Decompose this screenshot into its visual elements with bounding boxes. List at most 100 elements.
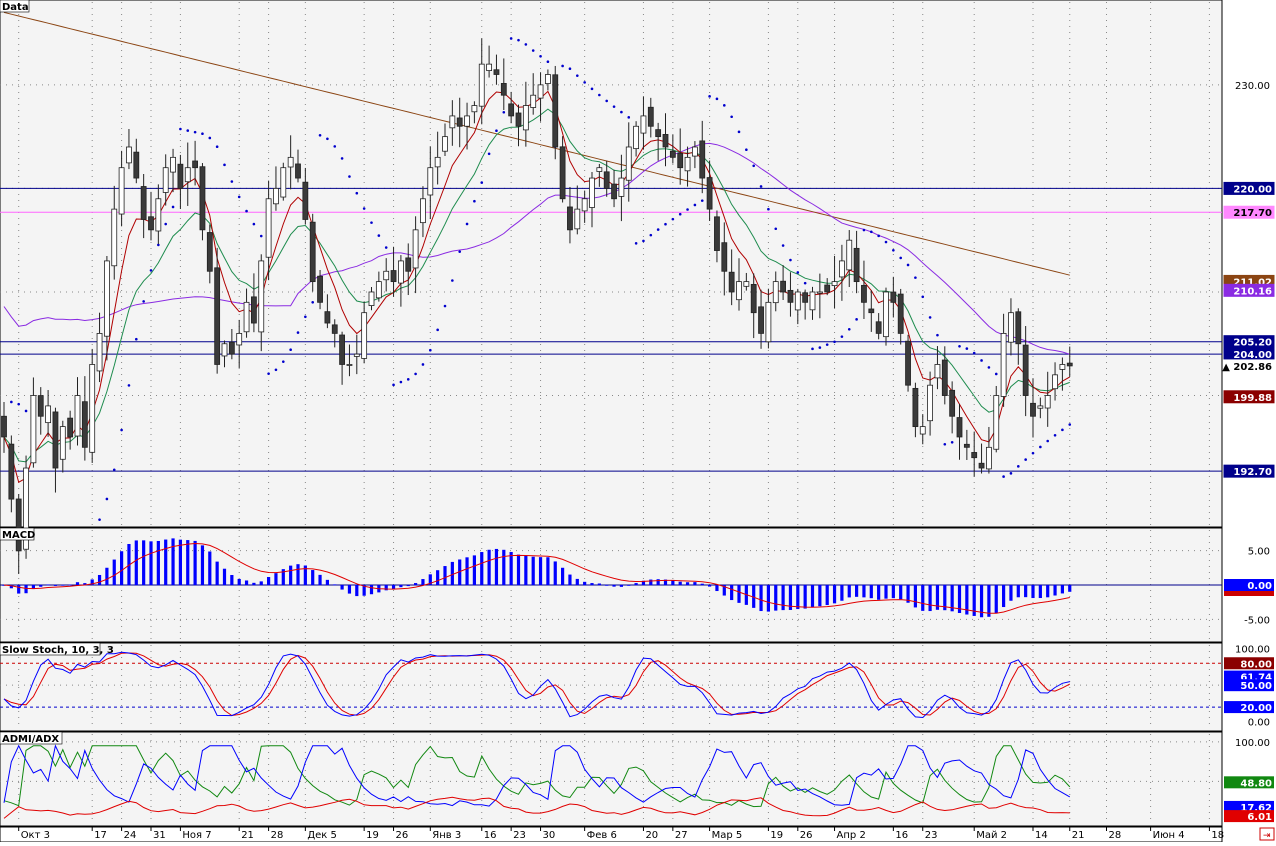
candle-body: [787, 289, 794, 303]
candle-body: [905, 340, 911, 386]
psar-dot: [98, 518, 101, 521]
macd-histogram-bar: [244, 580, 249, 585]
psar-dot: [451, 279, 454, 282]
psar-dot: [289, 348, 292, 352]
macd-histogram-bar: [884, 585, 888, 599]
candle-body: [574, 208, 581, 230]
macd-histogram-bar: [906, 585, 910, 603]
psar-dot: [598, 93, 601, 97]
stoch-panel[interactable]: [0, 642, 1223, 732]
macd-histogram-bar: [612, 585, 616, 587]
macd-histogram-bar: [700, 583, 704, 585]
psar-dot: [833, 340, 836, 344]
candle-body: [324, 311, 331, 324]
psar-dot: [862, 228, 866, 232]
candle-body: [111, 208, 118, 267]
candle-body: [934, 364, 941, 379]
psar-dot: [326, 137, 329, 141]
candle-body: [1044, 395, 1051, 409]
macd-histogram-bar: [979, 585, 984, 618]
psar-dot: [583, 81, 586, 84]
macd-histogram-bar: [24, 585, 28, 594]
macd-histogram-bar: [862, 585, 866, 598]
candle-body: [883, 291, 889, 338]
candle-body: [545, 74, 551, 84]
candle-body: [655, 129, 662, 138]
candle-body: [692, 146, 698, 157]
plus-di-line: [3, 745, 1071, 808]
macd-histogram-bar: [39, 585, 43, 587]
adx-value-tag-text: 48.80: [1240, 778, 1272, 789]
macd-histogram-bar: [1024, 585, 1028, 598]
macd-histogram-bar: [1038, 585, 1042, 599]
macd-histogram-bar: [428, 574, 432, 585]
candle-body: [530, 94, 537, 108]
candle-body: [273, 188, 279, 205]
macd-histogram-bar: [61, 584, 65, 586]
macd-histogram-bar: [472, 555, 476, 585]
psar-dot: [781, 244, 785, 247]
macd-histogram-bar: [656, 579, 660, 585]
psar-dot: [723, 104, 726, 107]
macd-histogram-bar: [421, 579, 425, 585]
candle-body: [971, 452, 978, 459]
expand-button[interactable]: [1259, 827, 1275, 841]
price-scale[interactable]: [1222, 0, 1276, 842]
candle-body: [45, 405, 51, 424]
stoch-tick-label: 100.00: [1235, 645, 1270, 656]
psar-dot: [282, 360, 285, 363]
macd-histogram-bar: [891, 585, 895, 599]
macd-histogram-bar: [869, 585, 873, 599]
candle-body: [1000, 333, 1007, 397]
time-axis-label: Июн 4: [1153, 830, 1185, 841]
candle-body: [508, 103, 515, 117]
macd-histogram-bar: [384, 585, 388, 591]
psar-dot: [429, 348, 432, 352]
macd-histogram-bar: [252, 582, 256, 585]
price-value-tag-text: 217.70: [1233, 208, 1272, 219]
macd-histogram-bar: [781, 585, 785, 611]
psar-dot: [789, 258, 792, 262]
macd-histogram-bar: [83, 583, 87, 585]
psar-dot: [164, 222, 167, 226]
macd-histogram-bar: [325, 579, 329, 585]
candle-body: [647, 106, 654, 127]
candle-body: [199, 166, 206, 231]
macd-histogram-bar: [303, 565, 307, 585]
psar-dot: [304, 315, 307, 319]
macd-histogram-bar: [538, 557, 543, 585]
minus-di-line: [3, 744, 1071, 807]
psar-dot: [157, 243, 160, 247]
candle-body: [993, 395, 1000, 450]
time-axis-label: 14: [1035, 830, 1048, 841]
time-axis-label: 23: [925, 830, 938, 841]
candle-body: [861, 284, 867, 303]
price-value-tag-text: 220.00: [1233, 184, 1272, 195]
candle-body: [956, 417, 963, 438]
macd-histogram-bar: [200, 545, 205, 585]
candle-body: [537, 84, 544, 99]
candle-body: [221, 343, 228, 357]
price-value-tag: [1223, 205, 1275, 219]
price-value-tag-text: 192.70: [1233, 467, 1272, 478]
macd-histogram-bar: [31, 585, 35, 590]
candle-body: [52, 411, 59, 469]
candle-body: [214, 267, 221, 365]
psar-dot: [201, 132, 204, 136]
macd-histogram-bar: [575, 578, 579, 585]
macd-histogram-bar: [458, 559, 462, 585]
psar-dot: [355, 191, 359, 195]
candle-body: [912, 387, 919, 428]
psar-dot: [296, 331, 300, 334]
price-panel[interactable]: [0, 0, 1223, 528]
psar-dot: [1061, 428, 1064, 432]
macd-histogram-bar: [97, 574, 102, 585]
macd-histogram-bar: [208, 551, 212, 585]
time-axis-label: 30: [543, 830, 556, 841]
candle-body: [397, 260, 404, 284]
candle-body: [736, 281, 742, 301]
macd-histogram-bar: [105, 567, 109, 585]
psar-dot: [473, 199, 476, 203]
